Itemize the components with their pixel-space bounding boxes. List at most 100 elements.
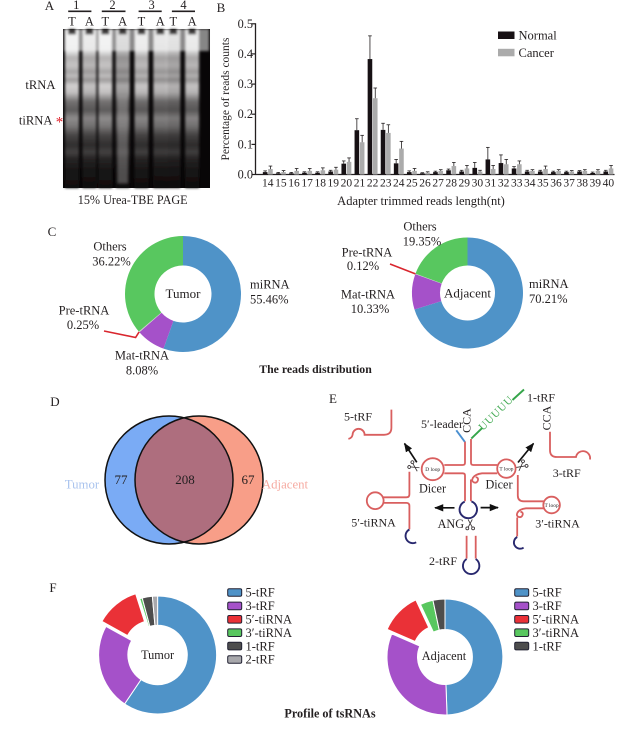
svg-text:0.0: 0.0 (238, 168, 253, 182)
svg-text:A: A (45, 0, 55, 13)
svg-text:21: 21 (354, 178, 366, 190)
svg-text:Tumor: Tumor (166, 286, 202, 301)
svg-text:10.33%: 10.33% (351, 302, 390, 316)
svg-text:A: A (188, 15, 197, 29)
svg-text:*: * (56, 115, 64, 131)
svg-text:3: 3 (148, 0, 154, 12)
svg-text:34: 34 (524, 178, 536, 190)
svg-text:15: 15 (275, 178, 287, 190)
svg-text:4: 4 (180, 0, 187, 12)
svg-text:5-tRF: 5-tRF (344, 410, 372, 424)
svg-text:5-tRF: 5-tRF (246, 586, 275, 600)
svg-text:CCA: CCA (460, 408, 474, 433)
svg-text:ANG: ANG (438, 517, 465, 531)
svg-text:5′-tiRNA: 5′-tiRNA (246, 613, 292, 627)
svg-text:36: 36 (550, 178, 562, 190)
svg-text:Normal: Normal (519, 29, 558, 43)
svg-text:Adapter trimmed reads length(n: Adapter trimmed reads length(nt) (337, 194, 505, 208)
svg-text:A: A (85, 15, 94, 29)
svg-text:Others: Others (403, 220, 436, 234)
svg-text:5′-tiRNA: 5′-tiRNA (533, 613, 579, 627)
svg-text:T: T (169, 15, 177, 29)
svg-text:Pre-tRNA: Pre-tRNA (59, 304, 110, 318)
svg-text:T: T (68, 15, 76, 29)
svg-text:CCA: CCA (539, 405, 553, 430)
svg-text:14: 14 (262, 178, 274, 190)
svg-text:Percentage of reads counts: Percentage of reads counts (220, 37, 232, 160)
svg-text:E: E (329, 391, 337, 406)
svg-text:1-tRF: 1-tRF (533, 639, 562, 653)
svg-text:Adjacent: Adjacent (262, 478, 309, 492)
svg-text:miRNA: miRNA (529, 277, 569, 291)
svg-text:tRNA: tRNA (25, 78, 55, 92)
svg-text:3′-tiRNA: 3′-tiRNA (246, 626, 292, 640)
svg-text:0.12%: 0.12% (347, 259, 379, 273)
svg-text:27: 27 (432, 178, 444, 190)
svg-text:3′-tiRNA: 3′-tiRNA (535, 517, 580, 531)
svg-text:3′-tiRNA: 3′-tiRNA (533, 626, 579, 640)
svg-text:0.1: 0.1 (238, 137, 253, 151)
svg-text:40: 40 (603, 178, 615, 190)
svg-text:0.2: 0.2 (238, 107, 253, 121)
svg-text:miRNA: miRNA (250, 278, 290, 292)
svg-text:29: 29 (459, 178, 471, 190)
svg-text:Mat-tRNA: Mat-tRNA (115, 349, 169, 363)
svg-text:Mat-tRNA: Mat-tRNA (341, 288, 395, 302)
svg-text:17: 17 (301, 178, 313, 190)
svg-text:31: 31 (485, 178, 497, 190)
svg-text:38: 38 (576, 178, 588, 190)
svg-text:30: 30 (472, 178, 484, 190)
svg-text:39: 39 (590, 178, 602, 190)
svg-text:Others: Others (93, 240, 126, 254)
svg-text:D loop: D loop (425, 467, 440, 473)
svg-text:19.35%: 19.35% (403, 235, 442, 249)
svg-text:28: 28 (445, 178, 457, 190)
svg-text:C: C (48, 224, 57, 239)
svg-text:37: 37 (563, 178, 575, 190)
svg-text:Cancer: Cancer (519, 46, 555, 60)
svg-text:T: T (101, 15, 109, 29)
svg-text:A: A (156, 15, 165, 29)
svg-text:32: 32 (498, 178, 510, 190)
svg-text:23: 23 (380, 178, 392, 190)
svg-text:0.5: 0.5 (238, 17, 253, 31)
svg-text:D: D (50, 394, 59, 409)
svg-text:3-tRF: 3-tRF (533, 599, 562, 613)
svg-text:2-tRF: 2-tRF (246, 653, 275, 667)
svg-text:26: 26 (419, 178, 431, 190)
svg-text:70.21%: 70.21% (529, 292, 568, 306)
svg-text:25: 25 (406, 178, 418, 190)
svg-text:1-tRF: 1-tRF (246, 639, 275, 653)
svg-text:208: 208 (175, 472, 195, 487)
svg-text:3-tRF: 3-tRF (246, 599, 275, 613)
svg-text:The reads distribution: The reads distribution (259, 362, 372, 376)
svg-text:0.4: 0.4 (238, 47, 253, 61)
svg-text:16: 16 (288, 178, 300, 190)
svg-text:3-tRF: 3-tRF (553, 466, 581, 480)
svg-text:2-tRF: 2-tRF (429, 554, 457, 568)
svg-text:20: 20 (341, 178, 353, 190)
svg-text:F: F (49, 580, 56, 595)
svg-text:Dicer: Dicer (485, 478, 512, 492)
svg-text:2: 2 (109, 0, 115, 12)
svg-text:55.46%: 55.46% (250, 293, 289, 307)
svg-text:67: 67 (242, 472, 256, 487)
svg-text:8.08%: 8.08% (126, 364, 158, 378)
svg-text:5′-tiRNA: 5′-tiRNA (351, 516, 396, 530)
svg-text:UUUUU: UUUUU (476, 393, 516, 433)
svg-text:B: B (217, 0, 226, 15)
svg-text:0.3: 0.3 (238, 77, 253, 91)
svg-text:Adjacent: Adjacent (444, 286, 491, 301)
svg-text:A: A (118, 15, 127, 29)
svg-text:35: 35 (537, 178, 549, 190)
svg-text:18: 18 (314, 178, 326, 190)
svg-text:Adjacent: Adjacent (422, 649, 467, 663)
svg-text:1-tRF: 1-tRF (527, 391, 555, 405)
svg-text:Tumor: Tumor (65, 478, 100, 492)
svg-text:5-tRF: 5-tRF (533, 586, 562, 600)
svg-text:Pre-tRNA: Pre-tRNA (342, 246, 393, 260)
svg-text:33: 33 (511, 178, 523, 190)
svg-text:19: 19 (328, 178, 340, 190)
svg-text:T: T (138, 15, 146, 29)
svg-text:Tumor: Tumor (141, 648, 174, 662)
